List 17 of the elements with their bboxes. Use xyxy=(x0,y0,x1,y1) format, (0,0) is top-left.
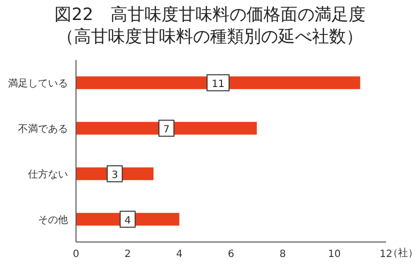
x-tick-label: 10 xyxy=(328,249,341,260)
x-tick-label: 2 xyxy=(124,249,131,260)
x-tick-label: 8 xyxy=(279,249,286,260)
y-tick-label: 満足している xyxy=(8,77,68,90)
x-tick-label: 6 xyxy=(228,249,234,260)
data-label: 11 xyxy=(212,78,224,90)
y-tick-label: 不満である xyxy=(18,122,68,135)
y-tick-label: その他 xyxy=(38,214,68,226)
chart-title: 図22 高甘味度甘味料の価格面の満足度 xyxy=(54,4,366,26)
chart-subtitle: （高甘味度甘味料の種類別の延べ社数） xyxy=(56,26,364,48)
data-label: 3 xyxy=(112,170,118,181)
y-tick-label: 仕方ない xyxy=(28,168,68,180)
data-label: 4 xyxy=(124,215,131,226)
data-label: 7 xyxy=(163,124,170,136)
x-tick-label: 4 xyxy=(176,249,183,260)
x-tick-label: 0 xyxy=(72,249,80,260)
x-tick-label: 12 xyxy=(380,249,392,260)
